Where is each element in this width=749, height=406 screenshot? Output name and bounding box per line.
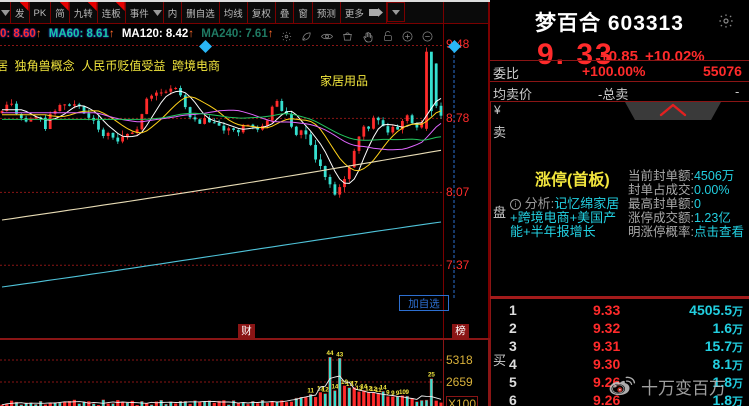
svg-text:25: 25: [428, 372, 435, 379]
svg-text:44: 44: [327, 350, 334, 357]
svg-text:43: 43: [336, 351, 343, 358]
svg-text:11: 11: [307, 387, 314, 394]
svg-text:9: 9: [405, 389, 409, 396]
svg-text:12: 12: [322, 387, 329, 394]
svg-text:14: 14: [331, 384, 338, 391]
